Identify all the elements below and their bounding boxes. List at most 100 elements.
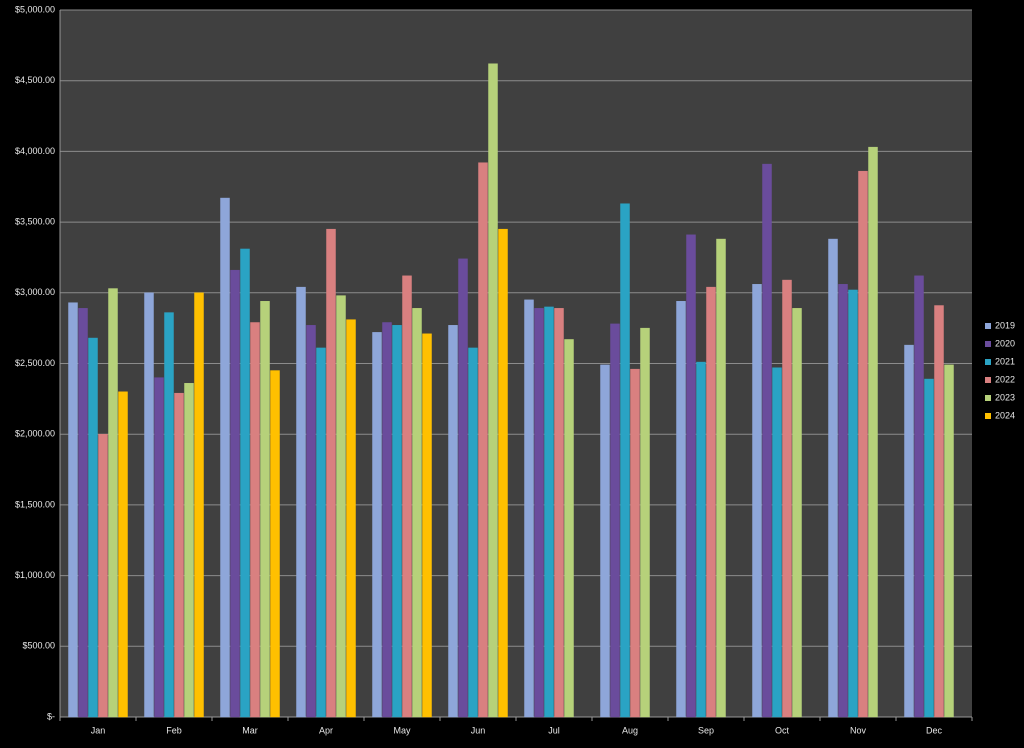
bar [792, 308, 802, 718]
bar [564, 339, 574, 718]
bar [762, 163, 772, 718]
legend-swatch [985, 377, 991, 383]
legend-swatch [985, 341, 991, 347]
x-tick-label: Jul [548, 725, 560, 735]
x-tick-label: Jan [91, 725, 106, 735]
bar [260, 301, 270, 718]
y-tick-label: $500.00 [22, 641, 55, 651]
bar [524, 299, 534, 718]
bar [270, 370, 280, 718]
bar [154, 377, 164, 718]
bar [498, 228, 508, 718]
x-tick-label: Feb [166, 725, 182, 735]
y-tick-label: $4,000.00 [15, 146, 55, 156]
bar [944, 364, 954, 718]
bar [412, 308, 422, 718]
bar [488, 63, 498, 718]
bar [544, 306, 554, 718]
y-tick-label: $3,500.00 [15, 216, 55, 226]
bar [458, 258, 468, 718]
bar [838, 284, 848, 718]
legend-label: 2022 [995, 374, 1015, 384]
x-tick-label: Mar [242, 725, 258, 735]
bar [184, 383, 194, 718]
bar [88, 337, 98, 718]
bar [118, 391, 128, 718]
bar [108, 288, 118, 718]
x-tick-label: Oct [775, 725, 790, 735]
bar [372, 332, 382, 718]
y-tick-label: $1,500.00 [15, 499, 55, 509]
x-tick-label: Aug [622, 725, 638, 735]
y-tick-label: $- [47, 711, 55, 721]
bar [174, 392, 184, 718]
bar [914, 275, 924, 718]
bar [686, 234, 696, 718]
bar [858, 170, 868, 718]
bar [706, 286, 716, 718]
bar [630, 368, 640, 718]
bar [752, 284, 762, 718]
bar [772, 367, 782, 718]
bar [98, 433, 108, 718]
bar [78, 308, 88, 718]
bar [402, 275, 412, 718]
y-tick-label: $2,500.00 [15, 358, 55, 368]
x-tick-label: Nov [850, 725, 867, 735]
bar [336, 295, 346, 718]
bar [250, 322, 260, 718]
bar [230, 269, 240, 718]
bar [620, 203, 630, 718]
x-tick-label: May [393, 725, 411, 735]
bar [306, 325, 316, 718]
bar [610, 323, 620, 718]
bar [934, 305, 944, 718]
x-tick-label: Jun [471, 725, 486, 735]
bar [478, 162, 488, 718]
x-tick-label: Apr [319, 725, 333, 735]
bar [640, 327, 650, 718]
legend-swatch [985, 359, 991, 365]
bar [696, 361, 706, 718]
bar [392, 325, 402, 718]
y-tick-label: $2,000.00 [15, 429, 55, 439]
y-tick-label: $5,000.00 [15, 4, 55, 14]
bar [828, 238, 838, 718]
bar [554, 308, 564, 718]
bar [296, 286, 306, 718]
bar [144, 292, 154, 718]
bar [68, 302, 78, 718]
bar [220, 197, 230, 718]
bar [164, 312, 174, 718]
bar [534, 308, 544, 718]
bar [448, 325, 458, 718]
y-tick-label: $1,000.00 [15, 570, 55, 580]
legend-label: 2023 [995, 392, 1015, 402]
bar [468, 347, 478, 718]
legend-label: 2020 [995, 338, 1015, 348]
y-tick-label: $3,000.00 [15, 287, 55, 297]
bar [904, 344, 914, 718]
bar [316, 347, 326, 718]
legend-label: 2024 [995, 410, 1015, 420]
bar [600, 364, 610, 718]
legend-swatch [985, 413, 991, 419]
legend-swatch [985, 323, 991, 329]
legend-swatch [985, 395, 991, 401]
bar [848, 289, 858, 718]
bar [194, 292, 204, 718]
bar [716, 238, 726, 718]
legend-label: 2021 [995, 356, 1015, 366]
legend-label: 2019 [995, 320, 1015, 330]
bar [422, 333, 432, 718]
bar [868, 146, 878, 718]
bar [782, 279, 792, 718]
x-tick-label: Sep [698, 725, 714, 735]
y-tick-label: $4,500.00 [15, 75, 55, 85]
bar [924, 378, 934, 718]
x-tick-label: Dec [926, 725, 943, 735]
bar [676, 301, 686, 718]
bar [326, 228, 336, 718]
bar [346, 319, 356, 718]
